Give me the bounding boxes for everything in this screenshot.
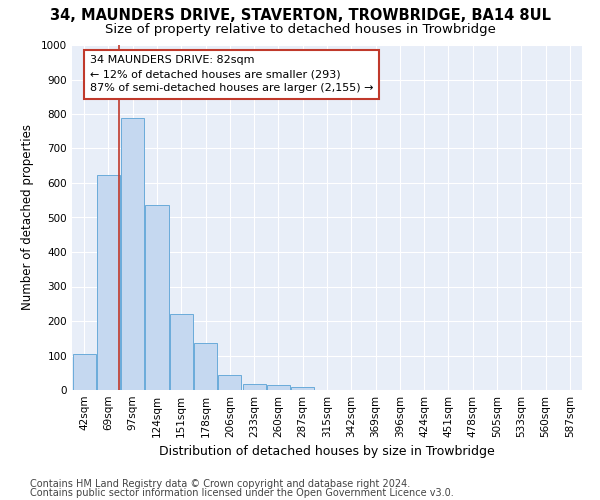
X-axis label: Distribution of detached houses by size in Trowbridge: Distribution of detached houses by size … [159,446,495,458]
Bar [194,344,217,390]
Y-axis label: Number of detached properties: Number of detached properties [21,124,34,310]
Text: Size of property relative to detached houses in Trowbridge: Size of property relative to detached ho… [104,22,496,36]
Bar [121,118,144,390]
Bar [242,384,266,390]
Bar [267,385,290,390]
Bar [97,176,120,390]
Bar [73,354,95,390]
Text: 34 MAUNDERS DRIVE: 82sqm
← 12% of detached houses are smaller (293)
87% of semi-: 34 MAUNDERS DRIVE: 82sqm ← 12% of detach… [90,56,373,94]
Bar [218,375,241,390]
Bar [170,314,193,390]
Bar [291,386,314,390]
Text: 34, MAUNDERS DRIVE, STAVERTON, TROWBRIDGE, BA14 8UL: 34, MAUNDERS DRIVE, STAVERTON, TROWBRIDG… [49,8,551,22]
Bar [145,204,169,390]
Text: Contains HM Land Registry data © Crown copyright and database right 2024.: Contains HM Land Registry data © Crown c… [30,479,410,489]
Text: Contains public sector information licensed under the Open Government Licence v3: Contains public sector information licen… [30,488,454,498]
